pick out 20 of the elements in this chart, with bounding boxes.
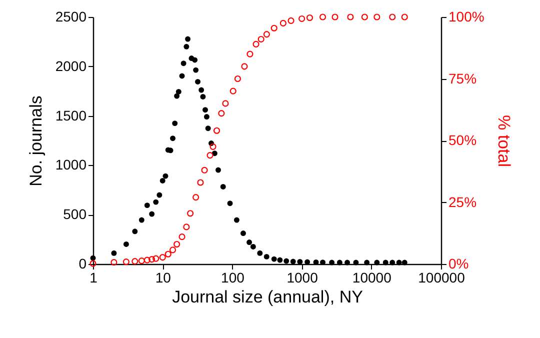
y-tick-label: 1500 xyxy=(55,107,87,124)
x-tick-label: 1 xyxy=(90,270,98,286)
x-tick-label: 1000 xyxy=(286,270,318,286)
y-tick-label: 2000 xyxy=(55,58,87,74)
x-tick-label: 10000 xyxy=(352,270,392,286)
y-tick-label: 500 xyxy=(63,206,87,222)
y2-tick-label: 0% xyxy=(448,256,469,272)
y-axis-title: No. journals xyxy=(26,96,46,186)
y-tick-label: 1000 xyxy=(55,156,87,173)
x-tick-label: 100 xyxy=(221,270,245,286)
x-axis-title: Journal size (annual), NY xyxy=(172,288,363,306)
y-tick-label: 2500 xyxy=(55,8,87,24)
y2-tick-label: 75% xyxy=(448,70,477,86)
y2-tick-label: 100% xyxy=(448,8,484,24)
y-tick-label: 0 xyxy=(78,256,87,272)
y2-axis-title: % total xyxy=(494,115,514,167)
x-tick-label: 10 xyxy=(155,270,172,286)
y2-tick-label: 50% xyxy=(448,132,477,148)
x-tick-label: 100000 xyxy=(418,270,466,286)
y2-tick-label: 25% xyxy=(448,194,477,210)
